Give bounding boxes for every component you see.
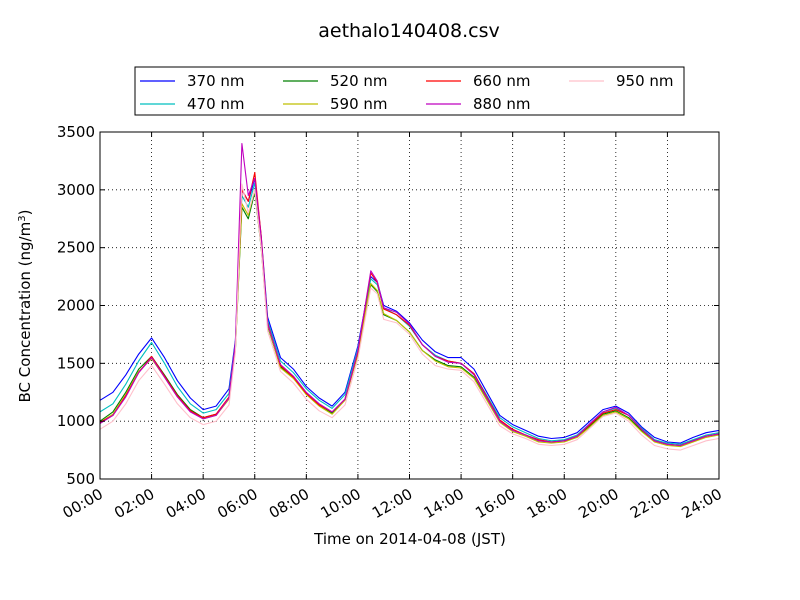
legend-label: 590 nm bbox=[330, 95, 388, 113]
plot-area bbox=[99, 131, 720, 480]
x-tick-label: 12:00 bbox=[369, 485, 415, 522]
x-tick-label: 06:00 bbox=[214, 485, 260, 522]
legend-label: 520 nm bbox=[330, 72, 388, 90]
x-tick-label: 08:00 bbox=[266, 485, 312, 522]
y-axis-label-superscript: 3 bbox=[17, 215, 28, 221]
y-tick-label: 1500 bbox=[57, 354, 95, 372]
grid-lines bbox=[99, 131, 720, 480]
y-axis-label: BC Concentration (ng/m3) bbox=[16, 210, 34, 403]
x-tick-label: 24:00 bbox=[679, 485, 725, 522]
legend: 370 nm 470 nm 520 nm 590 nm 660 nm 880 nm 950 … bbox=[134, 66, 685, 116]
x-tick-label: 18:00 bbox=[524, 485, 570, 522]
legend-label: 880 nm bbox=[473, 95, 531, 113]
legend-box bbox=[134, 66, 685, 116]
y-tick-label: 3000 bbox=[57, 181, 95, 199]
x-tick-label: 10:00 bbox=[317, 485, 363, 522]
x-axis-label: Time on 2014-04-08 (JST) bbox=[313, 530, 506, 548]
legend-label: 950 nm bbox=[616, 72, 674, 90]
y-tick-label: 1000 bbox=[57, 412, 95, 430]
x-tick-label: 02:00 bbox=[111, 485, 157, 522]
x-tick-label: 16:00 bbox=[472, 485, 518, 522]
x-tick-label: 00:00 bbox=[60, 485, 106, 522]
y-axis-label-main: BC Concentration (ng/m bbox=[16, 222, 34, 403]
y-tick-label: 2000 bbox=[57, 297, 95, 315]
axis-ticks bbox=[99, 131, 720, 480]
x-tick-label: 04:00 bbox=[163, 485, 209, 522]
y-tick-label: 500 bbox=[66, 470, 95, 488]
legend-label: 370 nm bbox=[187, 72, 245, 90]
legend-label: 470 nm bbox=[187, 95, 245, 113]
series-line bbox=[99, 183, 720, 451]
series-line bbox=[99, 143, 720, 447]
chart-title: aethalo140408.csv bbox=[318, 20, 500, 42]
series-line bbox=[99, 177, 720, 444]
legend-items: 370 nm 470 nm 520 nm 590 nm 660 nm 880 nm 950 … bbox=[140, 72, 674, 113]
series-line bbox=[99, 191, 720, 447]
x-tick-labels: 00:00 02:00 04:00 06:00 08:00 10:00 12:00 14:00… bbox=[60, 485, 725, 522]
y-tick-label: 3500 bbox=[57, 123, 95, 141]
x-tick-label: 22:00 bbox=[627, 485, 673, 522]
x-tick-label: 14:00 bbox=[421, 485, 467, 522]
legend-label: 660 nm bbox=[473, 72, 531, 90]
x-tick-label: 20:00 bbox=[575, 485, 621, 522]
y-tick-labels: 500 1000 1500 2000 2500 3000 3500 bbox=[57, 123, 95, 488]
y-axis-label-suffix: ) bbox=[16, 210, 34, 216]
series-line bbox=[99, 171, 720, 447]
series-lines bbox=[99, 143, 720, 451]
series-line bbox=[99, 182, 720, 445]
y-tick-label: 2500 bbox=[57, 239, 95, 257]
